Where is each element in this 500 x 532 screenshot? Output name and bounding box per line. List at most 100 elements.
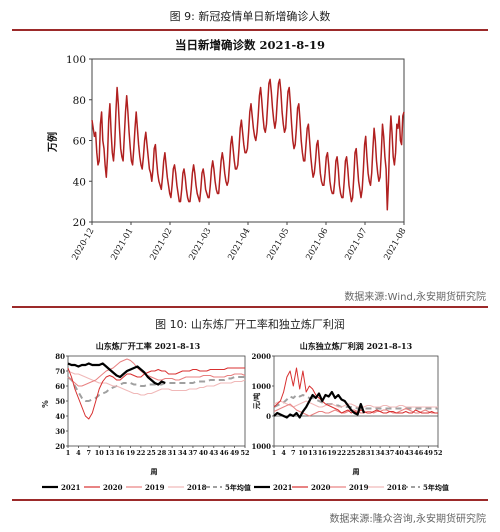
x-tick-label-5: 2021-05 bbox=[265, 227, 291, 263]
y-tick-label-2: 60 bbox=[73, 136, 86, 148]
x-tick-label-4: 2021-04 bbox=[226, 227, 252, 263]
y-tick-label-1: 0 bbox=[266, 412, 271, 421]
x-tick-label-3: 10 bbox=[298, 449, 308, 457]
x-tick-label-15: 46 bbox=[414, 449, 424, 457]
chart-title: 山东炼厂开工率 2021-8-13 bbox=[96, 341, 201, 351]
x-tick-label-0: 1 bbox=[272, 449, 277, 457]
figure-10-source: 数据来源:隆众咨询,永安期货研究院 bbox=[329, 514, 486, 525]
y-tick-label-3: 2000 bbox=[252, 352, 271, 361]
x-tick-label-6: 2021-06 bbox=[304, 227, 330, 263]
y-tick-label-5: 70 bbox=[55, 367, 65, 376]
x-tick-label-4: 13 bbox=[105, 449, 115, 457]
top-rule bbox=[12, 29, 488, 31]
x-tick-label-8: 25 bbox=[147, 449, 157, 457]
chart-title: 当日新增确诊数 2021-8-19 bbox=[175, 38, 325, 52]
x-tick-label-16: 49 bbox=[230, 449, 240, 457]
y-tick-label-2: 1000 bbox=[252, 382, 271, 391]
series-line-5年均值 bbox=[273, 394, 438, 410]
y-axis-label: 万例 bbox=[46, 132, 59, 153]
figure-9-caption: 图 9: 新冠疫情单日新增确诊人数 bbox=[169, 10, 331, 23]
x-tick-label-1: 2021-01 bbox=[109, 227, 135, 263]
legend-label-2020: 2020 bbox=[311, 483, 331, 492]
x-tick-label-13: 40 bbox=[199, 449, 209, 457]
y-tick-label-2: 40 bbox=[55, 412, 65, 421]
x-tick-label-7: 22 bbox=[337, 449, 346, 457]
x-tick-label-12: 37 bbox=[188, 449, 197, 457]
bottom-rule bbox=[12, 499, 488, 501]
figure-9-source: 数据来源:Wind,永安期货研究院 bbox=[344, 292, 486, 303]
x-tick-label-14: 43 bbox=[405, 449, 415, 457]
covid-cases-chart: 当日新增确诊数 2021-8-19 万例 20 40 60 80 100 2020-12 2… bbox=[46, 38, 409, 263]
figure-10-caption: 图 10: 山东炼厂开工率和独立炼厂利润 bbox=[155, 318, 345, 331]
x-tick-label-6: 19 bbox=[327, 449, 337, 457]
x-tick-label-5: 16 bbox=[116, 449, 126, 457]
x-tick-label-10: 31 bbox=[168, 449, 177, 457]
x-tick-label-0: 1 bbox=[66, 449, 71, 457]
x-tick-label-9: 28 bbox=[356, 449, 366, 457]
y-tick-label-3: 80 bbox=[73, 95, 86, 107]
x-tick-label-11: 34 bbox=[178, 449, 188, 457]
legend-label-2018: 2018 bbox=[187, 483, 207, 492]
x-tick-label-7: 2021-07 bbox=[343, 227, 369, 263]
x-tick-label-9: 28 bbox=[157, 449, 167, 457]
legend-label-2021: 2021 bbox=[273, 483, 293, 492]
legend-label-5年均值: 5年均值 bbox=[423, 483, 449, 492]
x-axis-label: 周 bbox=[353, 467, 360, 476]
y-axis-label: % bbox=[40, 400, 50, 408]
x-tick-label-10: 31 bbox=[366, 449, 375, 457]
x-tick-label-1: 4 bbox=[281, 449, 286, 457]
x-tick-label-2: 7 bbox=[291, 449, 296, 457]
x-tick-label-16: 49 bbox=[424, 449, 434, 457]
y-tick-label-4: 100 bbox=[66, 54, 86, 66]
x-tick-label-13: 40 bbox=[395, 449, 405, 457]
series-line-2020 bbox=[273, 367, 438, 414]
legend-label-2020: 2020 bbox=[103, 483, 123, 492]
x-tick-label-12: 37 bbox=[385, 449, 394, 457]
legend-label-5年均值: 5年均值 bbox=[225, 483, 251, 492]
series-line-2018 bbox=[67, 370, 246, 396]
series-line-2018 bbox=[273, 400, 438, 408]
series-line-new-cases bbox=[91, 78, 405, 211]
x-tick-label-1: 4 bbox=[76, 449, 81, 457]
legend-operating-rate: 2021 2020 2019 2018 5年均值 bbox=[42, 483, 251, 492]
x-tick-label-15: 46 bbox=[220, 449, 230, 457]
x-tick-label-7: 22 bbox=[136, 449, 145, 457]
x-tick-label-6: 19 bbox=[126, 449, 136, 457]
legend-label-2019: 2019 bbox=[349, 483, 369, 492]
y-tick-label-0: -1000 bbox=[252, 442, 271, 451]
legend-profit: 2021 2020 2019 2018 5年均值 bbox=[254, 483, 449, 492]
x-axis-label: 周 bbox=[151, 467, 158, 476]
refinery-profit-chart: 山东独立炼厂利润 2021-8-13 元/吨 周 -1000 0 1000 2000 1… bbox=[252, 341, 443, 476]
x-tick-label-17: 52 bbox=[240, 449, 249, 457]
x-tick-label-3: 2021-03 bbox=[187, 227, 213, 263]
x-tick-label-5: 16 bbox=[318, 449, 328, 457]
x-tick-label-3: 10 bbox=[95, 449, 105, 457]
y-tick-label-1: 40 bbox=[73, 176, 86, 188]
legend-label-2019: 2019 bbox=[145, 483, 165, 492]
x-tick-label-17: 52 bbox=[433, 449, 442, 457]
y-tick-label-1: 30 bbox=[55, 427, 65, 436]
x-tick-label-8: 25 bbox=[347, 449, 357, 457]
legend-label-2021: 2021 bbox=[61, 483, 81, 492]
y-tick-label-4: 60 bbox=[55, 382, 65, 391]
x-tick-label-8: 2021-08 bbox=[382, 227, 408, 263]
x-tick-label-0: 2020-12 bbox=[70, 227, 96, 263]
middle-rule bbox=[12, 306, 488, 308]
series-line-2021 bbox=[273, 390, 366, 419]
legend-label-2018: 2018 bbox=[387, 483, 407, 492]
y-tick-label-0: 20 bbox=[55, 442, 65, 451]
x-tick-label-14: 43 bbox=[209, 449, 219, 457]
y-axis-label: 元/吨 bbox=[252, 393, 261, 410]
x-tick-label-11: 34 bbox=[376, 449, 386, 457]
plot-frame bbox=[273, 355, 439, 447]
y-tick-label-6: 80 bbox=[55, 352, 65, 361]
series-line-2019 bbox=[67, 358, 246, 387]
y-tick-label-0: 20 bbox=[73, 217, 86, 229]
x-tick-label-2: 2021-02 bbox=[148, 227, 174, 263]
series-line-2021 bbox=[67, 362, 166, 386]
y-tick-label-3: 50 bbox=[55, 397, 65, 406]
series-line-2020 bbox=[67, 367, 245, 420]
x-tick-label-2: 7 bbox=[87, 449, 92, 457]
x-tick-label-4: 13 bbox=[308, 449, 318, 457]
